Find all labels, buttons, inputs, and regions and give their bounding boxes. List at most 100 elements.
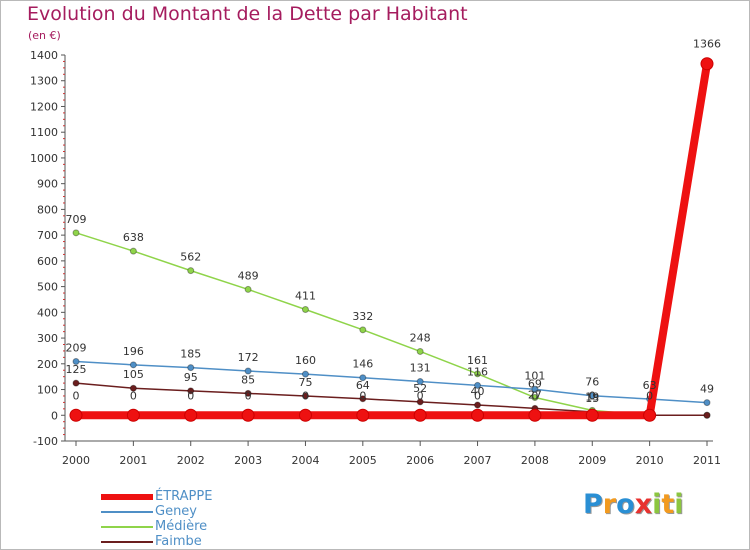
data-label: 76 [585,376,599,389]
data-point [241,408,255,422]
data-point [129,247,137,255]
series-line-étrappe [72,59,711,420]
y-tick-label: 500 [37,281,58,294]
unit-label: (en €) [28,29,61,42]
legend-label: Geney [155,504,198,519]
x-tick-label: 2009 [578,454,606,467]
data-label: 85 [241,373,255,386]
logo-letter: i [674,489,684,520]
data-label: 105 [123,368,144,381]
data-label: 52 [413,382,427,395]
x-tick-label: 2011 [693,454,721,467]
data-point [72,229,80,237]
legend-label: Médière [155,519,208,534]
y-tick-label: 1000 [30,152,58,165]
series-layer [69,57,714,422]
data-label: 0 [302,389,309,402]
data-point [72,379,80,387]
x-tick-label: 2001 [119,454,147,467]
data-point [129,361,137,369]
y-tick-label: 1200 [30,100,58,113]
logo-letter: i [652,489,662,520]
data-point [359,326,367,334]
data-point [72,357,80,365]
x-tick-label: 2000 [62,454,90,467]
data-label: 49 [700,383,714,396]
data-label: 0 [187,389,194,402]
data-label: 64 [356,379,370,392]
data-label: 248 [410,331,431,344]
data-label: 95 [184,371,198,384]
data-label: 0 [589,389,596,402]
series-line-faimbe [75,382,708,417]
y-tick-label: 700 [37,229,58,242]
x-tick-label: 2004 [291,454,319,467]
legend-swatch [101,511,153,513]
data-point [474,401,482,409]
series-line-geney [75,360,708,404]
data-point [703,399,711,407]
data-label: 411 [295,290,316,303]
legend-swatch [101,494,153,500]
data-label: 160 [295,354,316,367]
data-point [528,408,542,422]
data-label: 0 [245,389,252,402]
x-tick-label: 2002 [177,454,205,467]
data-label: 116 [467,365,488,378]
logo-letter: P [583,489,603,520]
data-point [126,408,140,422]
legend-swatch [101,541,153,543]
data-label: 0 [359,389,366,402]
data-label: 185 [180,348,201,361]
data-point [700,57,714,71]
data-label: 0 [130,389,137,402]
x-tick-label: 2003 [234,454,262,467]
logo-letter: x [634,489,653,520]
legend-swatch [101,526,153,528]
data-label: 0 [73,389,80,402]
data-label: 172 [238,351,259,364]
axes: -100010020030040050060070080090010001100… [30,49,721,467]
data-point [416,398,424,406]
y-tick-label: 100 [37,384,58,397]
y-tick-label: 400 [37,306,58,319]
data-point [129,384,137,392]
data-point [356,408,370,422]
data-label: 489 [238,269,259,282]
data-label: 146 [352,358,373,371]
data-point [244,285,252,293]
data-point [416,347,424,355]
data-point [359,374,367,382]
x-tick-label: 2007 [464,454,492,467]
y-tick-label: 1400 [30,49,58,62]
x-tick-label: 2010 [636,454,664,467]
data-label: 19 [585,390,599,403]
line-chart: -100010020030040050060070080090010001100… [30,38,722,467]
data-point [69,408,83,422]
data-label: 0 [646,389,653,402]
y-tick-label: 300 [37,332,58,345]
data-label: 75 [298,376,312,389]
y-tick-label: 200 [37,358,58,371]
chart-title: Evolution du Montant de la Dette par Hab… [27,3,468,25]
data-label: 27 [528,388,542,401]
data-point [474,381,482,389]
y-tick-label: 1300 [30,75,58,88]
data-point [643,408,657,422]
data-label: 209 [66,341,87,354]
data-label: 638 [123,231,144,244]
data-label: 13 [585,392,599,405]
data-point [187,387,195,395]
y-tick-label: 0 [51,409,58,422]
data-point [416,378,424,386]
data-point [244,389,252,397]
data-point [531,394,539,402]
series-line-médière [75,232,708,417]
data-label: 709 [66,213,87,226]
data-point [301,392,309,400]
data-label: 101 [524,369,545,382]
data-point [413,408,427,422]
legend-label: Faimbe [155,534,202,549]
